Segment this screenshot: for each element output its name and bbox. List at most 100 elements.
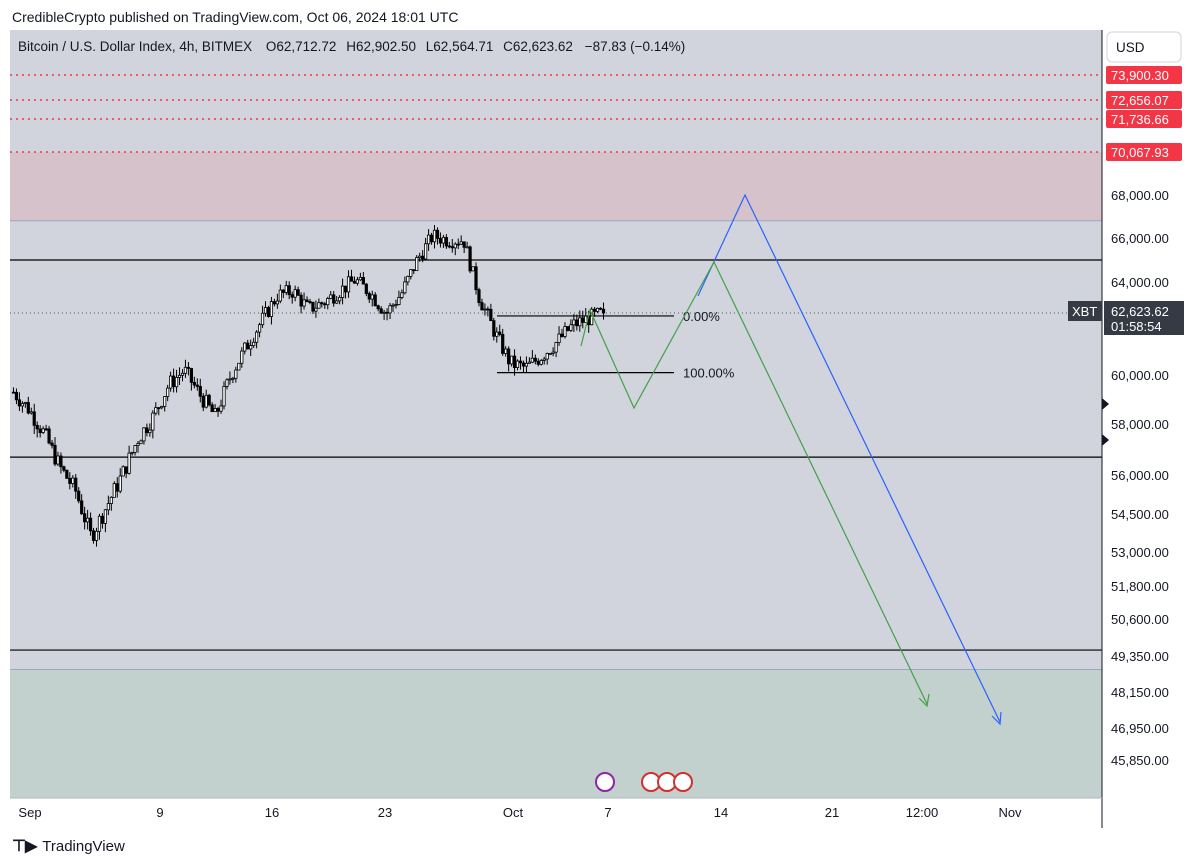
time-tick-label: 9	[156, 805, 163, 820]
candle-body	[332, 294, 336, 304]
candle-body	[601, 308, 606, 314]
candle-body	[545, 353, 549, 360]
symbol-legend: Bitcoin / U.S. Dollar Index, 4h, BITMEX …	[18, 39, 685, 54]
candle-body	[435, 229, 440, 239]
time-tick-label: 14	[714, 805, 728, 820]
time-tick-label: 23	[378, 805, 392, 820]
candle-body	[127, 452, 131, 474]
time-tick-label: Oct	[503, 805, 524, 820]
price-tick-label: 50,600.00	[1111, 612, 1169, 627]
candle-body	[35, 424, 39, 430]
candle-body	[160, 405, 164, 409]
candle-body	[112, 483, 116, 498]
candle-body	[299, 294, 303, 307]
price-tick-label: 45,850.00	[1111, 753, 1169, 768]
countdown-label: 01:58:54	[1111, 319, 1162, 334]
candle-body	[415, 257, 419, 272]
candle-body	[246, 342, 250, 350]
candle-body	[296, 289, 300, 296]
candle-body	[275, 300, 279, 305]
candle-body	[44, 428, 48, 431]
candle-body	[376, 305, 380, 310]
currency-label: USD	[1116, 40, 1145, 55]
candle-body	[59, 455, 63, 468]
candle-body	[441, 237, 446, 244]
candle-body	[418, 255, 422, 258]
candle-body	[329, 294, 333, 299]
candle-body	[501, 334, 505, 354]
blue-arrow-head	[991, 711, 1002, 726]
close-label: C	[503, 39, 513, 54]
candle-body	[65, 469, 69, 479]
candle-body	[338, 297, 342, 302]
candle-body	[219, 405, 223, 412]
time-tick-label: 21	[825, 805, 839, 820]
candle-body	[234, 369, 238, 379]
candle-body	[142, 427, 146, 442]
candle-body	[38, 428, 42, 433]
candle-body	[163, 396, 167, 407]
time-tick-label: Nov	[998, 805, 1022, 820]
red-level-label-3: 70,067.93	[1111, 145, 1169, 160]
candle-body	[447, 245, 451, 248]
candle-body	[388, 305, 392, 314]
currency-button[interactable]: USD	[1106, 31, 1182, 63]
current-symbol-badge	[1068, 301, 1102, 321]
candle-body	[71, 477, 75, 484]
candle-body	[287, 285, 291, 296]
price-tick-label: 56,000.00	[1111, 468, 1169, 483]
candle-body	[495, 331, 499, 337]
red-level-label-1: 72,656.07	[1111, 93, 1169, 108]
candle-body	[305, 299, 309, 302]
candle-body	[177, 374, 182, 378]
candle-body	[536, 360, 540, 365]
chart-frame[interactable]: 0.00% 100.00% 73,900.30 72,656.07 71,736.66…	[10, 30, 1188, 828]
candle-body	[68, 477, 72, 484]
candle-body	[524, 362, 529, 367]
candle-body	[266, 307, 271, 317]
candle-body	[314, 307, 318, 312]
candle-body	[459, 241, 463, 245]
candle-body	[340, 285, 345, 298]
candle-body	[400, 292, 404, 298]
supply-zone	[10, 152, 1102, 221]
candle-body	[373, 294, 377, 307]
candle-body	[355, 279, 360, 284]
candle-body	[335, 300, 339, 304]
candle-body	[204, 394, 208, 408]
candle-body	[26, 402, 30, 414]
candle-body	[317, 302, 321, 309]
candle-body	[507, 348, 511, 365]
candle-body	[88, 517, 93, 532]
candle-body	[237, 362, 241, 371]
candle-body	[518, 360, 523, 364]
current-price-label: 62,623.62	[1111, 304, 1169, 319]
candle-body	[80, 500, 84, 515]
candle-body	[323, 303, 327, 306]
candle-body	[201, 395, 205, 408]
tradingview-logo-text: TradingView	[42, 837, 125, 855]
candle-body	[569, 324, 573, 331]
price-tick-label: 49,350.00	[1111, 649, 1169, 664]
candle-body	[269, 301, 274, 317]
candle-body	[198, 385, 202, 397]
candle-body	[183, 366, 188, 374]
candle-body	[139, 440, 143, 445]
candle-body	[240, 350, 244, 364]
tradingview-logo[interactable]: ⊤▶ TradingView	[12, 836, 125, 856]
candle-body	[14, 391, 19, 401]
high-value: 62,902.50	[356, 39, 416, 54]
candle-body	[115, 483, 119, 492]
candle-body	[346, 276, 351, 293]
candlestick-chart[interactable]: 0.00% 100.00% 73,900.30 72,656.07 71,736.66…	[10, 30, 1188, 828]
candle-body	[100, 515, 105, 524]
time-tick-label: 7	[604, 805, 611, 820]
candle-body	[533, 357, 537, 362]
candle-body	[20, 403, 24, 407]
candle-body	[228, 378, 232, 381]
time-tick-label: 12:00	[906, 805, 939, 820]
candle-body	[94, 530, 99, 541]
candle-body	[255, 331, 259, 343]
high-label: H	[346, 39, 356, 54]
candle-body	[186, 366, 191, 369]
